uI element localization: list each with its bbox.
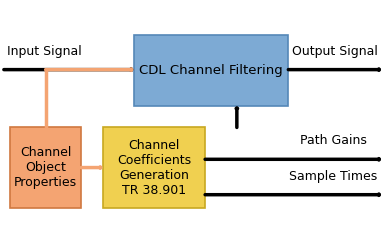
Text: Output Signal: Output Signal (292, 45, 378, 58)
Text: Channel
Object
Properties: Channel Object Properties (14, 146, 77, 189)
Text: Path Gains: Path Gains (300, 135, 367, 148)
Text: Input Signal: Input Signal (7, 45, 82, 58)
FancyBboxPatch shape (134, 35, 288, 106)
FancyBboxPatch shape (103, 127, 205, 208)
Text: CDL Channel Filtering: CDL Channel Filtering (139, 64, 283, 77)
Text: Sample Times: Sample Times (289, 170, 378, 183)
FancyBboxPatch shape (10, 127, 81, 208)
Text: Channel
Coefficients
Generation
TR 38.901: Channel Coefficients Generation TR 38.90… (117, 139, 191, 197)
